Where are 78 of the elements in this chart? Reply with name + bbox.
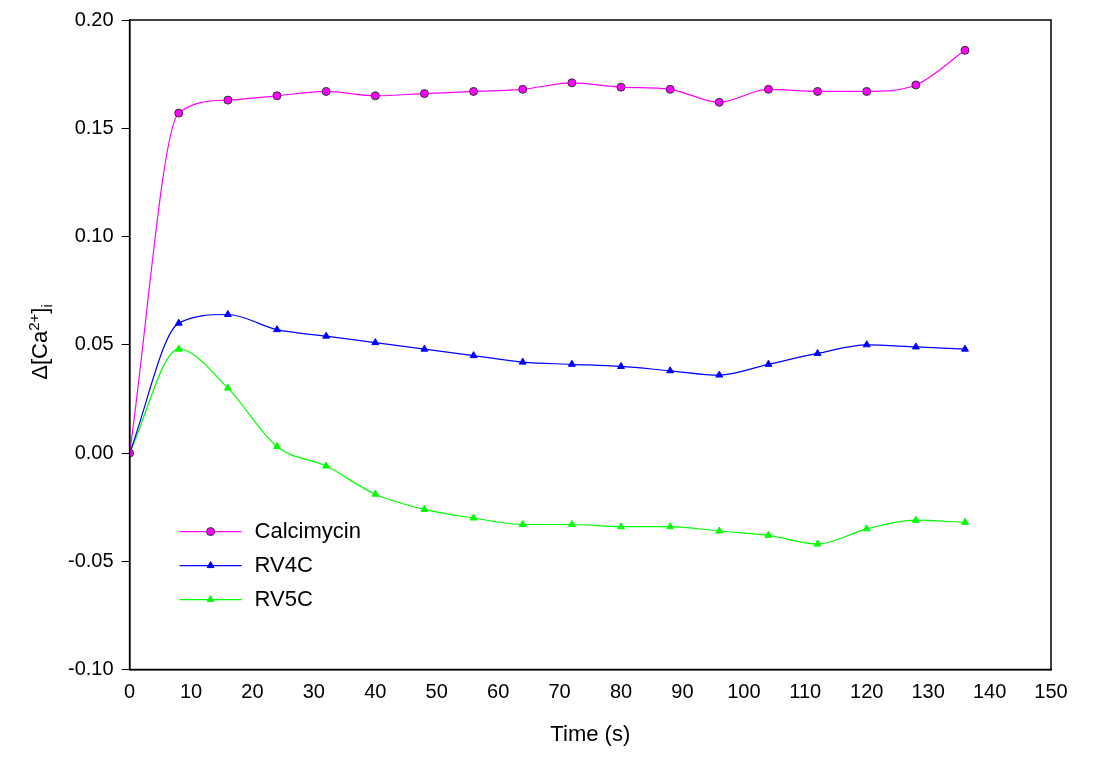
y-tick-label: -0.10 — [67, 657, 114, 680]
legend-label: RV5C — [254, 585, 313, 611]
point — [567, 359, 576, 367]
point — [666, 522, 675, 530]
y-tick-label: 0.20 — [74, 7, 114, 30]
point — [665, 84, 675, 94]
point — [961, 344, 969, 352]
y-tick-label: 0.05 — [74, 332, 114, 355]
y-tick-label: 0.00 — [74, 440, 114, 463]
point — [911, 80, 921, 90]
x-axis-title: Time (s) — [550, 720, 631, 746]
point — [371, 489, 380, 497]
y-tick-label: 0.10 — [74, 224, 114, 247]
x-tick-label: 140 — [972, 680, 1007, 703]
point — [223, 309, 232, 317]
point — [862, 340, 871, 348]
x-tick-label: 20 — [241, 680, 264, 703]
point — [518, 357, 527, 365]
point — [617, 522, 625, 530]
point — [862, 524, 871, 532]
point — [960, 45, 970, 55]
point — [715, 370, 724, 378]
point — [764, 530, 773, 538]
point — [862, 86, 872, 96]
x-tick-label: 0 — [124, 680, 136, 703]
x-tick-label: 100 — [727, 680, 761, 703]
point — [420, 344, 429, 352]
point — [223, 95, 233, 105]
x-tick-label: 80 — [609, 680, 633, 703]
point — [273, 442, 281, 450]
x-tick-label: 10 — [179, 680, 203, 703]
point — [715, 526, 724, 534]
x-tick-label: 40 — [364, 680, 387, 703]
y-tick-label: -0.05 — [67, 548, 114, 571]
x-tick-label: 60 — [487, 680, 510, 703]
point — [813, 539, 822, 547]
x-tick-label: 130 — [911, 680, 945, 703]
point — [567, 520, 576, 528]
point — [714, 97, 724, 107]
point — [666, 366, 675, 374]
point — [567, 78, 577, 88]
point — [469, 351, 478, 359]
point — [518, 520, 527, 528]
point — [273, 325, 281, 333]
point — [174, 344, 183, 352]
point — [469, 513, 478, 521]
point — [419, 89, 429, 99]
point — [370, 91, 380, 101]
x-tick-label: 50 — [425, 680, 448, 703]
point — [764, 359, 773, 367]
point — [174, 108, 184, 118]
x-tick-label: 90 — [671, 680, 694, 703]
point — [223, 383, 232, 391]
point — [911, 515, 920, 523]
point — [469, 86, 479, 96]
point — [616, 82, 626, 92]
point — [813, 86, 823, 96]
point — [617, 361, 625, 369]
x-tick-label: 30 — [302, 680, 325, 703]
point — [322, 331, 331, 339]
legend-label: Calcimycin — [254, 517, 361, 543]
point — [961, 517, 969, 525]
point — [321, 86, 331, 96]
point — [763, 84, 773, 94]
point — [518, 84, 528, 94]
x-tick-label: 110 — [789, 680, 822, 703]
x-tick-label: 70 — [548, 680, 571, 703]
point — [911, 342, 920, 350]
point — [174, 318, 183, 326]
point — [272, 91, 282, 101]
y-tick-label: 0.15 — [74, 115, 114, 138]
point — [420, 504, 429, 512]
x-tick-label: 120 — [850, 680, 884, 703]
point — [813, 348, 822, 356]
x-tick-label: 150 — [1034, 680, 1068, 703]
legend-label: RV4C — [254, 551, 313, 577]
point — [371, 338, 380, 346]
point — [322, 461, 331, 469]
